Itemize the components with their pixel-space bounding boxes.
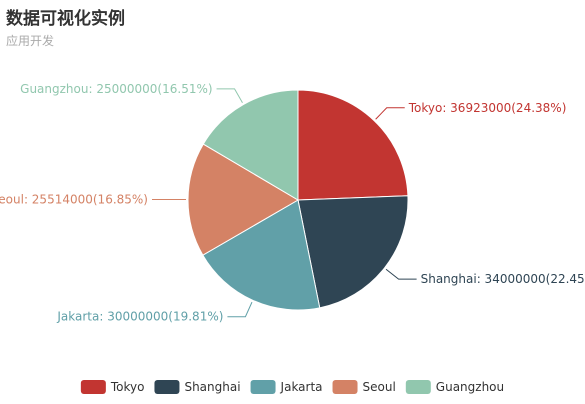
legend-swatch-jakarta bbox=[250, 380, 276, 394]
data-label-tokyo: Tokyo: 36923000(24.38%) bbox=[408, 101, 567, 115]
pie-slice-tokyo[interactable] bbox=[297, 89, 409, 201]
legend-swatch-seoul bbox=[332, 380, 358, 394]
pie-slice-guangzhou[interactable] bbox=[202, 89, 299, 201]
legend-label-guangzhou: Guangzhou bbox=[436, 380, 504, 394]
legend-label-shanghai: Shanghai bbox=[184, 380, 240, 394]
legend-label-jakarta: Jakarta bbox=[280, 380, 323, 394]
label-line-jakarta bbox=[227, 301, 253, 318]
label-line-tokyo bbox=[375, 107, 405, 120]
label-line-shanghai bbox=[385, 268, 417, 280]
legend-item-guangzhou[interactable]: Guangzhou bbox=[405, 380, 504, 394]
data-label-shanghai: Shanghai: 34000000(22.45%) bbox=[421, 272, 585, 286]
label-line-guangzhou bbox=[216, 88, 243, 103]
pie-slice-seoul[interactable] bbox=[187, 143, 299, 256]
legend-swatch-tokyo bbox=[80, 380, 106, 394]
chart-title: 数据可视化实例 bbox=[6, 9, 125, 29]
pie-slice-jakarta[interactable] bbox=[202, 199, 321, 311]
chart-subtitle: 应用开发 bbox=[6, 34, 55, 48]
legend-swatch-shanghai bbox=[154, 380, 180, 394]
legend-item-jakarta[interactable]: Jakarta bbox=[250, 380, 323, 394]
data-label-seoul: Seoul: 25514000(16.85%) bbox=[0, 192, 148, 206]
data-label-jakarta: Jakarta: 30000000(19.81%) bbox=[56, 310, 223, 324]
data-label-guangzhou: Guangzhou: 25000000(16.51%) bbox=[20, 82, 212, 96]
pie-slice-shanghai[interactable] bbox=[297, 195, 409, 309]
legend-swatch-guangzhou bbox=[405, 380, 431, 394]
legend-item-shanghai[interactable]: Shanghai bbox=[154, 380, 241, 394]
legend-item-seoul[interactable]: Seoul bbox=[332, 380, 396, 394]
legend-label-seoul: Seoul bbox=[363, 380, 396, 394]
legend-label-tokyo: Tokyo bbox=[110, 380, 145, 394]
legend-item-tokyo[interactable]: Tokyo bbox=[80, 380, 145, 394]
